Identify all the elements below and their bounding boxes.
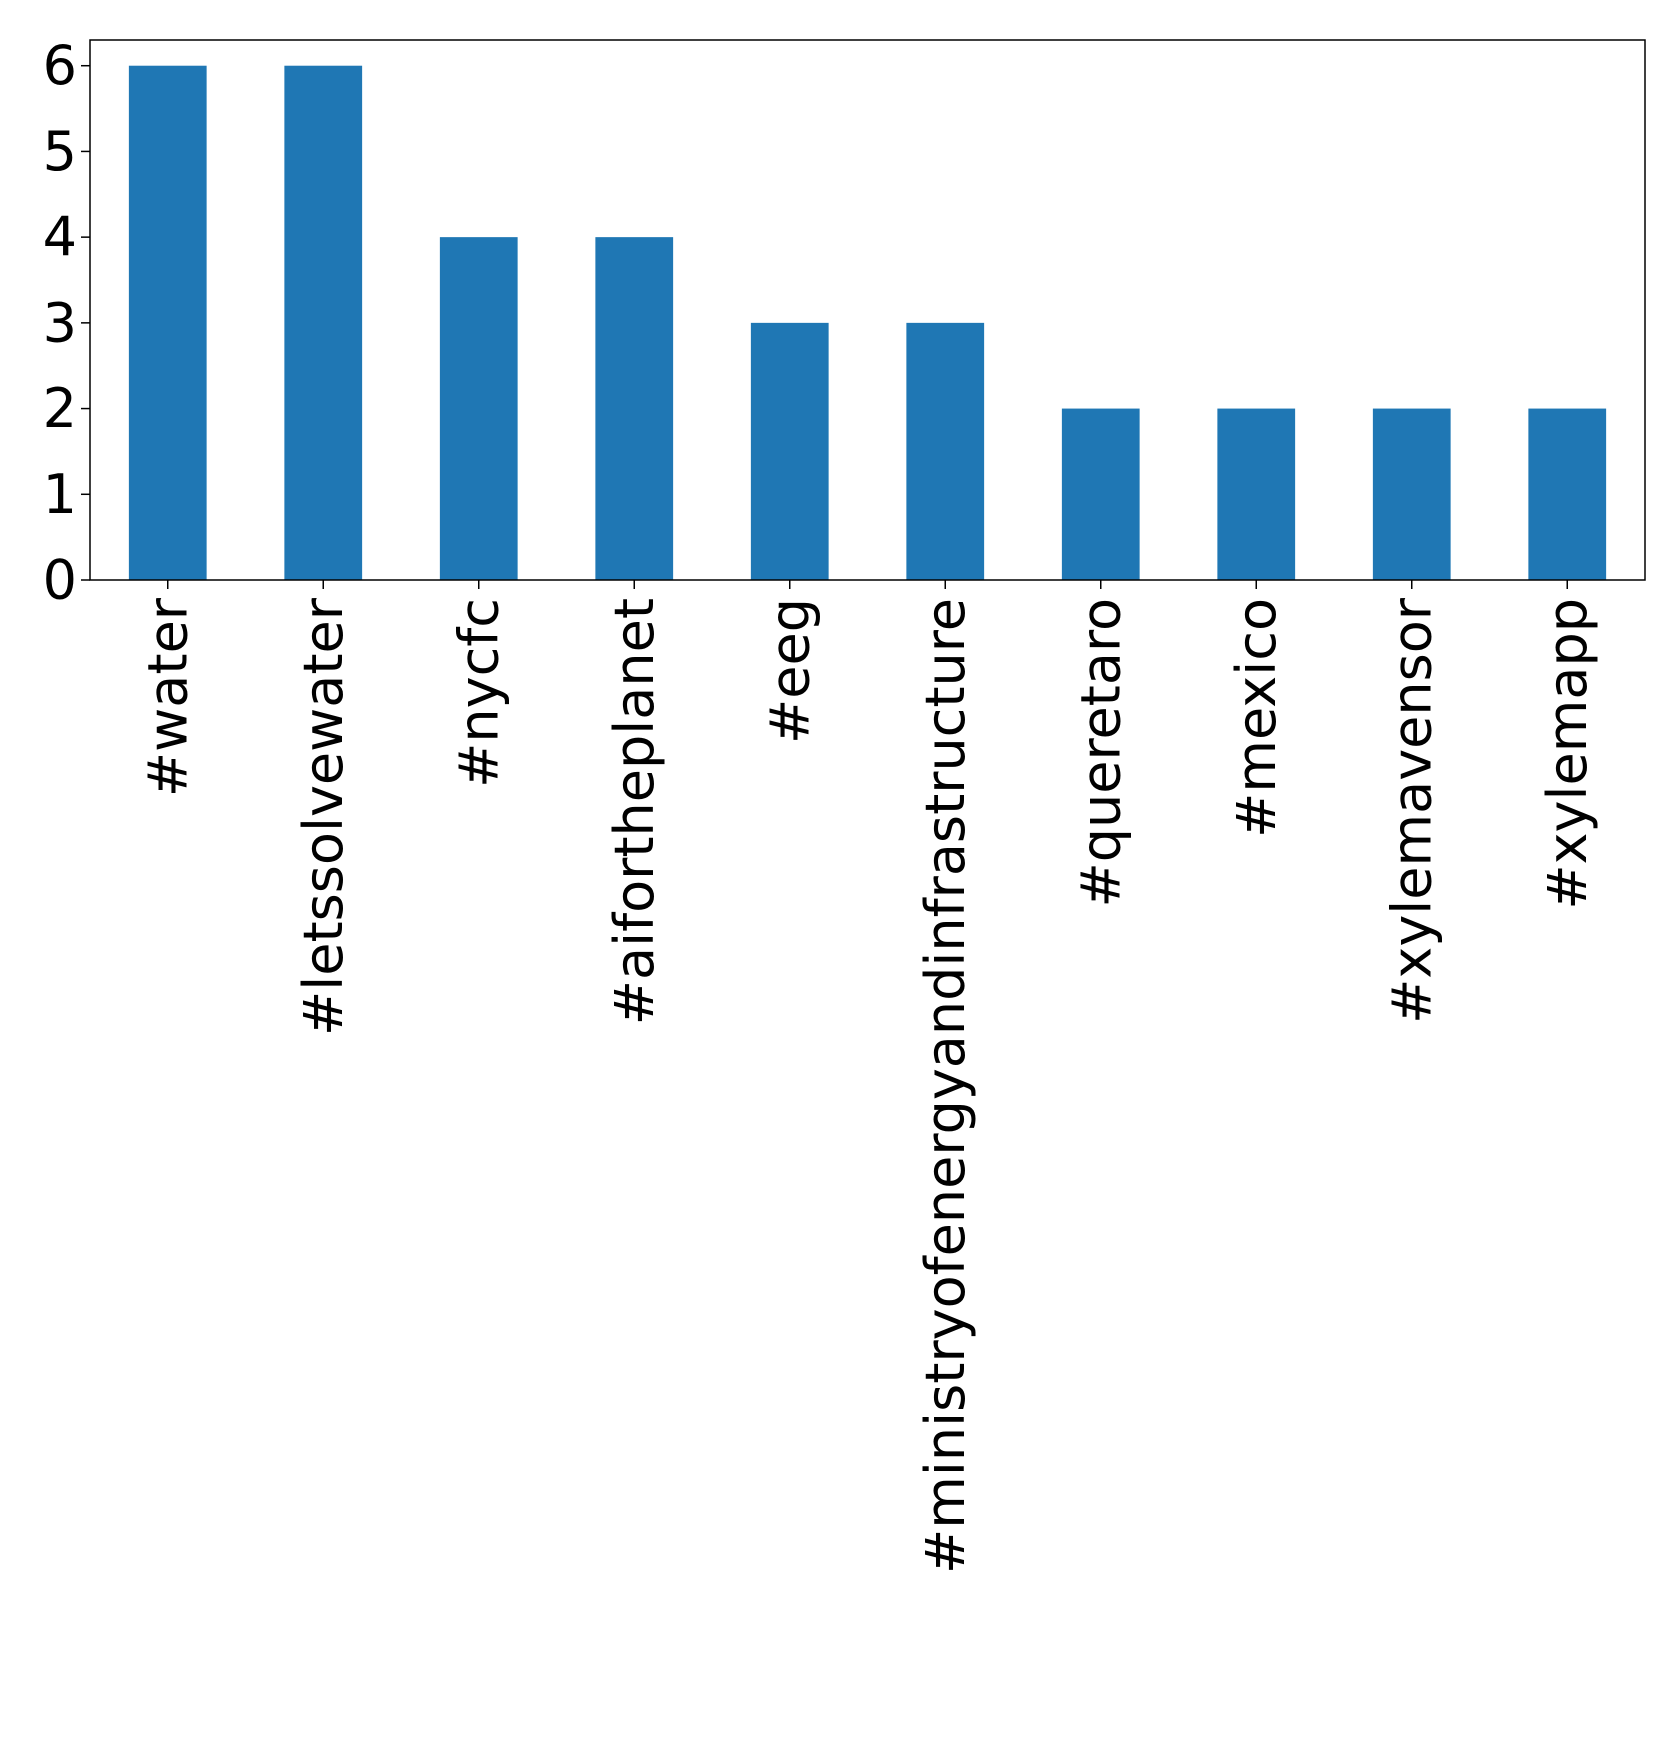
- x-tick-label: #xylemapp: [1536, 598, 1599, 910]
- y-axis: 0 1 2 3 4 5 6: [43, 34, 90, 612]
- bar: [128, 65, 207, 580]
- x-tick-label: #aifortheplanet: [603, 598, 666, 1025]
- x-tick-label: #queretaro: [1069, 598, 1132, 908]
- y-tick-label: 4: [43, 206, 77, 269]
- x-axis: #water #letssolvewater #nycfc #aifortheplan…: [136, 580, 1599, 1574]
- bar: [750, 322, 829, 580]
- y-tick-label: 1: [43, 463, 77, 526]
- y-tick-label: 2: [43, 377, 77, 440]
- x-tick-label: #eeg: [758, 598, 821, 744]
- bar: [595, 237, 674, 580]
- x-tick-label: #xylemavensor: [1380, 597, 1443, 1024]
- x-tick-label: #ministryofenergyandinfrastructure: [914, 598, 977, 1574]
- bar: [1528, 408, 1607, 580]
- bar: [1061, 408, 1140, 580]
- bar: [284, 65, 363, 580]
- y-tick-label: 6: [43, 34, 77, 97]
- x-tick-label: #nycfc: [447, 598, 510, 788]
- y-tick-label: 5: [43, 120, 77, 183]
- y-tick-label: 3: [43, 291, 77, 354]
- plot-frame: [89, 39, 1646, 581]
- bar: [1217, 408, 1296, 580]
- bars-layer: [128, 65, 1607, 580]
- bar: [1372, 408, 1451, 580]
- bar: [906, 322, 985, 580]
- x-tick-label: #mexico: [1225, 598, 1288, 838]
- x-tick-label: #letssolvewater: [292, 597, 355, 1036]
- x-tick-label: #water: [136, 597, 199, 797]
- bar: [439, 237, 518, 580]
- y-tick-label: 0: [43, 549, 77, 612]
